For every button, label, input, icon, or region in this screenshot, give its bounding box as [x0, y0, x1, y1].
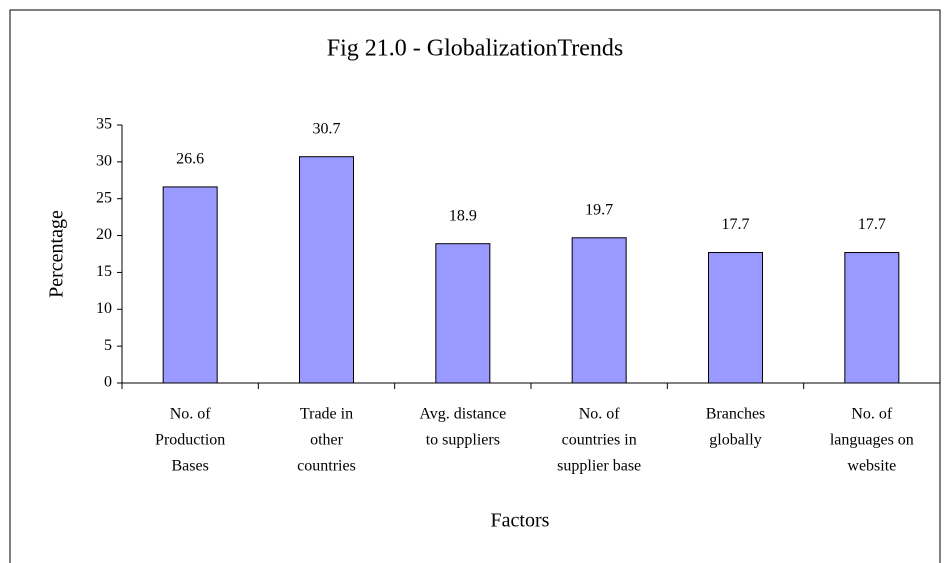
x-tick-label: Bases	[172, 458, 209, 475]
x-tick-label: No. of	[579, 406, 621, 423]
y-axis-title: Percentage	[46, 210, 68, 298]
data-label: 30.7	[313, 120, 341, 137]
data-label: 18.9	[449, 207, 477, 224]
x-tick-label: Production	[155, 432, 225, 449]
y-tick-label: 30	[96, 153, 112, 170]
x-tick-label: languages on	[830, 432, 914, 449]
chart-border	[9, 9, 941, 563]
chart-title: Fig 21.0 - GlobalizationTrends	[327, 36, 623, 62]
y-tick-label: 20	[96, 226, 112, 243]
x-tick-label: Trade in	[300, 406, 353, 423]
data-label: 17.7	[858, 216, 886, 233]
x-tick-label: Branches	[706, 406, 766, 423]
x-tick-label: countries in	[562, 432, 637, 449]
data-label: 17.7	[722, 216, 750, 233]
x-tick-label: supplier base	[557, 458, 641, 475]
y-tick-label: 5	[104, 337, 112, 354]
data-label: 26.6	[176, 151, 204, 168]
y-tick-label: 0	[104, 374, 112, 391]
bar	[435, 243, 491, 384]
x-tick-label: globally	[709, 432, 761, 449]
y-tick-label: 10	[96, 300, 112, 317]
x-tick-label: other	[310, 432, 344, 449]
x-tick-label: No. of	[851, 406, 893, 423]
bar	[571, 237, 627, 384]
bar	[299, 156, 354, 384]
y-tick-label: 25	[96, 189, 112, 206]
x-axis-title: Factors	[491, 510, 550, 532]
bar	[708, 252, 763, 384]
data-label: 19.7	[585, 201, 613, 218]
bar	[844, 252, 900, 384]
y-tick-label: 35	[96, 116, 112, 133]
x-tick-label: Avg. distance	[419, 406, 506, 423]
y-tick-label: 15	[96, 263, 112, 280]
x-tick-label: No. of	[170, 406, 212, 423]
x-tick-label: to suppliers	[426, 432, 500, 449]
x-tick-label: website	[847, 458, 896, 475]
bar	[162, 186, 218, 384]
x-tick-label: countries	[297, 458, 356, 475]
